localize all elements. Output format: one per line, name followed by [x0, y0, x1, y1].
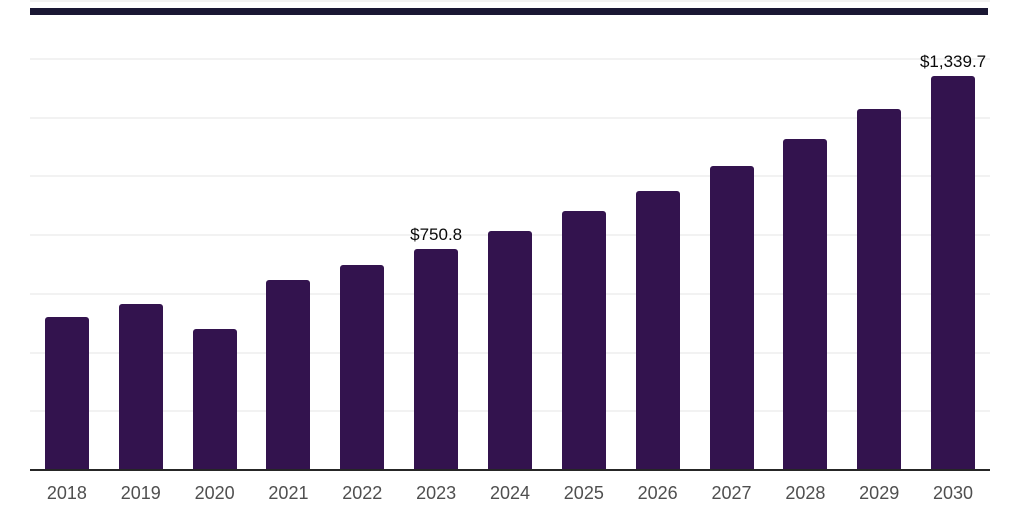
x-tick-label-2018: 2018 — [46, 483, 87, 503]
bar-chart: $750.8 $1,339.7 2018 2019 2020 2021 2022 2023 2… — [30, 0, 990, 512]
x-tick-label-2025: 2025 — [563, 483, 604, 503]
bar-2018 — [44, 317, 89, 469]
gridline-1400 — [30, 58, 990, 60]
x-tick-label-2026: 2026 — [637, 483, 678, 503]
chart-plot-area: $750.8 $1,339.7 — [30, 0, 990, 471]
x-tick-label-2022: 2022 — [342, 483, 383, 503]
gridline-1000 — [30, 175, 990, 177]
bar-slot-2024 — [473, 0, 547, 469]
gridline-1600 — [30, 0, 990, 2]
bars-row: $750.8 $1,339.7 — [30, 0, 990, 469]
data-label-2023: $750.8 — [410, 224, 463, 244]
gridline-1200 — [30, 117, 990, 119]
bar-slot-2021 — [252, 0, 326, 469]
bar-2030 — [931, 75, 976, 469]
bar-2026 — [635, 191, 680, 469]
x-tick-label-2020: 2020 — [194, 483, 235, 503]
bar-slot-2026 — [621, 0, 695, 469]
bar-2020 — [192, 328, 237, 469]
x-tick-label-2029: 2029 — [859, 483, 900, 503]
bar-slot-2027 — [695, 0, 769, 469]
chart-top-rule — [30, 8, 988, 15]
bar-slot-2023: $750.8 — [399, 0, 473, 469]
bar-2025 — [561, 211, 606, 469]
x-tick-label-2027: 2027 — [711, 483, 752, 503]
bar-2021 — [266, 280, 311, 469]
bar-2024 — [487, 231, 532, 469]
bar-slot-2020 — [178, 0, 252, 469]
bar-slot-2029 — [842, 0, 916, 469]
x-tick-label-2021: 2021 — [268, 483, 309, 503]
x-tick-label-2024: 2024 — [489, 483, 530, 503]
bar-2022 — [340, 265, 385, 469]
x-tick-label-2019: 2019 — [120, 483, 161, 503]
x-tick-label-2030: 2030 — [933, 483, 974, 503]
bar-2029 — [857, 109, 902, 469]
bar-slot-2019 — [104, 0, 178, 469]
x-tick-label-2023: 2023 — [416, 483, 457, 503]
bar-slot-2030: $1,339.7 — [916, 0, 990, 469]
bar-2023 — [414, 248, 459, 469]
x-tick-label-2028: 2028 — [785, 483, 826, 503]
bar-2028 — [783, 139, 828, 469]
bar-slot-2018 — [30, 0, 104, 469]
x-axis-labels: 2018 2019 2020 2021 2022 2023 2024 2025 2026 2027… — [30, 471, 990, 504]
bar-slot-2025 — [547, 0, 621, 469]
data-label-2030: $1,339.7 — [919, 51, 987, 71]
bar-2027 — [709, 166, 754, 469]
bar-slot-2028 — [768, 0, 842, 469]
bar-2019 — [118, 303, 163, 469]
bar-slot-2022 — [325, 0, 399, 469]
